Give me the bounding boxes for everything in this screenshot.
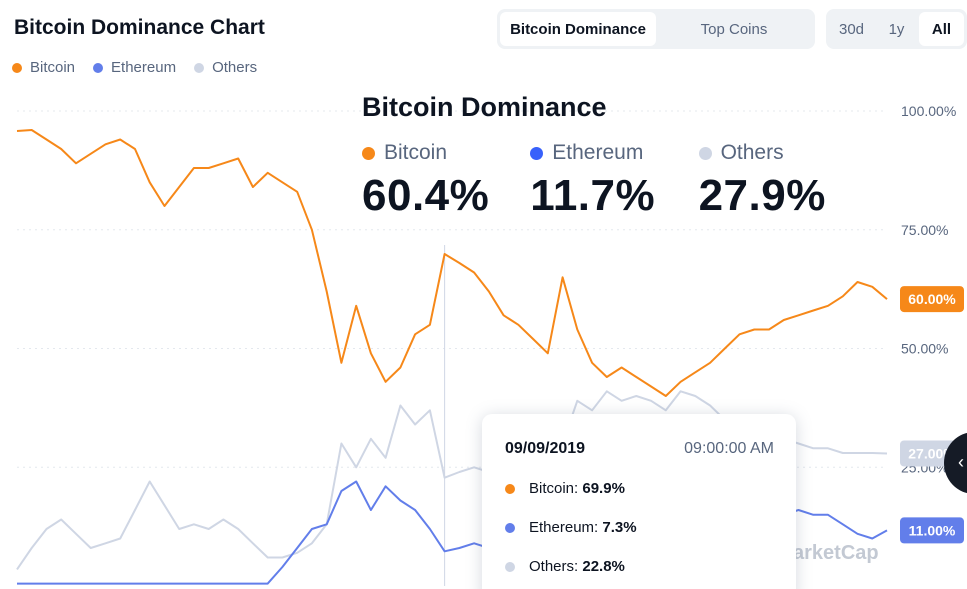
range-all-button[interactable]: All [919, 12, 964, 46]
legend-label-bitcoin: Bitcoin [30, 59, 76, 76]
summary-others: Others 27.9% [698, 141, 842, 221]
tooltip-name-ethereum: Ethereum [529, 519, 595, 536]
tooltip-value-others: 22.8% [582, 558, 625, 575]
tooltip-dot-ethereum [505, 522, 515, 533]
tooltip-time: 09:00:00 AM [684, 440, 774, 457]
summary-bitcoin: Bitcoin 60.4% [362, 141, 530, 221]
summary-label-bitcoin: Bitcoin [384, 141, 448, 164]
legend-dot-bitcoin [12, 62, 22, 73]
legend-dot-others [194, 62, 205, 73]
chevron-left-button[interactable]: ‹ [944, 432, 967, 494]
tooltip-row-others: Others: 22.8% [505, 558, 774, 575]
tab-top-coins[interactable]: Top Coins [700, 20, 768, 38]
tab-bitcoin-dominance[interactable]: Bitcoin Dominance [500, 12, 656, 46]
end-badge-bg [900, 286, 964, 313]
time-range-selector: 30d 1y All [826, 9, 967, 49]
view-tabs: Bitcoin Dominance Top Coins [497, 9, 815, 49]
summary-label-ethereum: Ethereum [552, 141, 644, 164]
chevron-left-icon: ‹ [958, 452, 964, 472]
summary-dot-ethereum [530, 146, 544, 160]
legend-item-ethereum[interactable]: Ethereum [93, 59, 176, 76]
summary-dot-others [698, 146, 712, 160]
end-badge-label: 60.00% [908, 291, 956, 307]
legend-label-others: Others [212, 59, 258, 76]
legend-item-bitcoin[interactable]: Bitcoin [12, 59, 75, 76]
end-value-badges: 60.00%27.00%11.00% [900, 286, 964, 544]
tooltip-name-bitcoin: Bitcoin [529, 480, 575, 497]
summary-label-others: Others [720, 141, 784, 164]
summary-ethereum: Ethereum 11.7% [530, 141, 698, 221]
summary-title: Bitcoin Dominance [362, 92, 607, 122]
watermark: arketCap [793, 542, 879, 564]
tooltip-date: 09/09/2019 [505, 440, 586, 457]
tooltip-row-bitcoin: Bitcoin: 69.9% [505, 480, 774, 497]
page-title: Bitcoin Dominance Chart [14, 16, 265, 39]
tooltip-dot-others [505, 561, 515, 572]
series-line-bitcoin [16, 129, 888, 397]
chart-tooltip: 09/09/2019 09:00:00 AM Bitcoin: 69.9% Et… [482, 414, 796, 589]
y-tick-label: 50.00% [901, 341, 948, 357]
tooltip-row-ethereum: Ethereum: 7.3% [505, 519, 774, 536]
dominance-summary: Bitcoin Dominance Bitcoin 60.4% Ethereum… [362, 92, 842, 221]
legend-label-ethereum: Ethereum [111, 59, 177, 76]
tooltip-value-ethereum: 7.3% [602, 519, 637, 536]
tooltip-dot-bitcoin [505, 483, 515, 494]
summary-value-bitcoin: 60.4% [362, 171, 490, 220]
tooltip-name-others: Others [529, 558, 575, 575]
end-badge-bg [900, 517, 964, 544]
end-badge-label: 11.00% [909, 522, 956, 538]
end-badge-ethereum: 11.00% [900, 517, 964, 544]
range-30d-button[interactable]: 30d [838, 20, 865, 38]
tooltip-value-bitcoin: 69.9% [582, 480, 625, 497]
summary-value-ethereum: 11.7% [530, 171, 656, 220]
range-1y-button[interactable]: 1y [888, 20, 905, 38]
chart-legend: Bitcoin Ethereum Others [12, 59, 257, 76]
y-tick-label: 100.00% [901, 103, 956, 119]
legend-dot-ethereum [93, 62, 104, 73]
summary-dot-bitcoin [362, 146, 375, 160]
legend-item-others[interactable]: Others [194, 59, 257, 76]
y-tick-label: 75.00% [901, 222, 948, 238]
chart-grid [17, 110, 887, 586]
end-badge-bitcoin: 60.00% [900, 286, 964, 313]
summary-value-others: 27.9% [698, 171, 826, 220]
